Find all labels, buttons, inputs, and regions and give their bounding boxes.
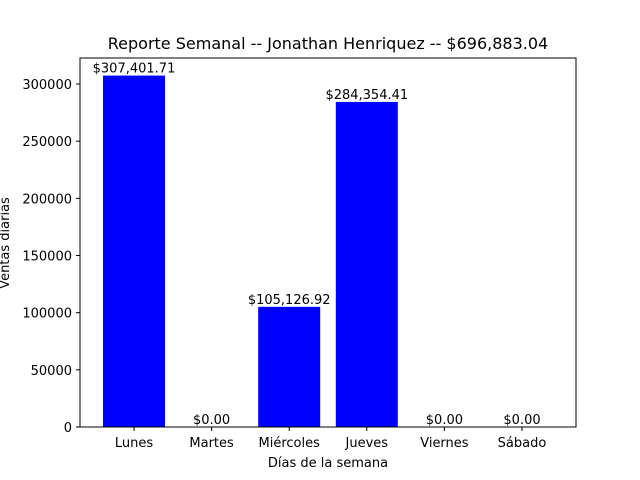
y-tick-label: 250000 xyxy=(22,135,72,150)
data-label-6: $0.00 xyxy=(503,413,540,428)
data-label-2: $0.00 xyxy=(193,413,230,428)
data-labels-group: $307,401.71 $0.00 $105,126.92 $284,354.41 $0… xyxy=(93,62,541,428)
x-tick-label: Martes xyxy=(189,436,234,451)
bar-4 xyxy=(335,101,398,428)
y-tick-label: 150000 xyxy=(22,250,72,265)
y-axis-ticks: 0 50000 100000 150000 200000 250000 300000 xyxy=(22,78,80,436)
y-axis-label: Ventas diarias xyxy=(0,197,13,289)
x-axis-ticks: Lunes Martes Miércoles Jueves Viernes Sábado xyxy=(115,427,546,451)
x-tick-label: Sábado xyxy=(498,436,547,451)
y-tick-label: 100000 xyxy=(22,307,72,322)
bars-group xyxy=(103,75,398,428)
data-label-1: $307,401.71 xyxy=(93,62,176,77)
data-label-5: $0.00 xyxy=(426,413,463,428)
y-tick-label: 200000 xyxy=(22,192,72,207)
x-axis-label: Días de la semana xyxy=(268,456,388,471)
y-tick-label: 0 xyxy=(64,421,72,436)
x-tick-label: Lunes xyxy=(115,436,153,451)
bar-1 xyxy=(103,75,165,427)
x-tick-label: Viernes xyxy=(420,436,469,451)
bar-3 xyxy=(258,306,321,427)
data-label-3: $105,126.92 xyxy=(248,293,331,308)
data-label-4: $284,354.41 xyxy=(325,88,408,103)
plot-frame xyxy=(79,57,577,428)
chart-title: Reporte Semanal -- Jonathan Henriquez --… xyxy=(108,34,548,53)
x-tick-label: Miércoles xyxy=(259,436,321,451)
y-tick-label: 300000 xyxy=(22,78,72,93)
x-tick-label: Jueves xyxy=(345,436,389,451)
y-tick-label: 50000 xyxy=(31,364,72,379)
